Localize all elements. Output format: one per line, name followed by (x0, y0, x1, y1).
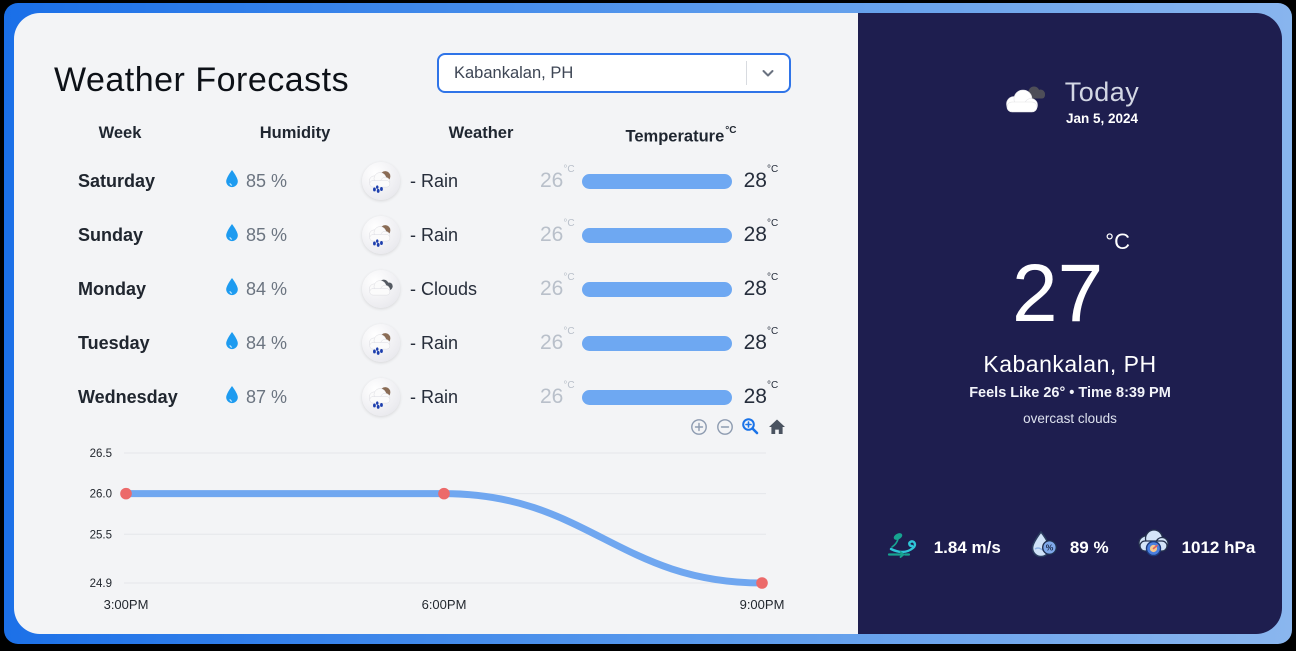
svg-text:26.5: 26.5 (90, 448, 112, 460)
svg-text:26.0: 26.0 (90, 489, 112, 501)
temperature-line-chart[interactable]: 26.5 26.0 25.5 24.9 3:00PM 6:00PM 9:00PM (54, 437, 794, 619)
today-date: Jan 5, 2024 (1065, 111, 1139, 126)
temp-min: 26°C (540, 218, 575, 246)
temp-max: 28°C (743, 218, 779, 246)
temperature-range-bar (581, 389, 732, 405)
column-header-temperature: Temperature°C (625, 125, 737, 146)
temp-min: 26°C (540, 326, 575, 354)
pressure-stat: 1012 hPa (1133, 527, 1256, 568)
reset-home-button[interactable] (767, 417, 786, 436)
svg-text:6:00PM: 6:00PM (422, 597, 467, 612)
temperature-range-bar (581, 173, 732, 189)
table-row: Tuesday 84 % - Rain 26°C (14, 321, 858, 365)
temp-min: 26°C (540, 380, 575, 408)
panel-location: Kabankalan, PH (983, 351, 1157, 377)
day-label: Saturday (78, 170, 156, 191)
wind-value: 1.84 m/s (933, 537, 1001, 557)
wind-icon (885, 527, 925, 568)
svg-text:9:00PM: 9:00PM (740, 597, 785, 612)
humidity-value: 84 % (246, 278, 288, 299)
wind-stat: 1.84 m/s (885, 527, 1001, 568)
droplet-icon (225, 331, 239, 355)
temperature-range-bar (581, 281, 732, 297)
zoom-out-button[interactable] (715, 417, 734, 436)
table-row: Saturday 85 % - Rain 26°C (14, 159, 858, 203)
humidity-stat: % 89 % (1025, 527, 1109, 568)
chevron-down-icon (747, 65, 789, 81)
day-label: Sunday (78, 224, 144, 245)
svg-text:3:00PM: 3:00PM (104, 597, 149, 612)
condition-text: overcast clouds (1023, 411, 1117, 426)
weather-label: - Rain (410, 332, 459, 353)
weather-label: - Rain (410, 170, 459, 191)
humidity-value: 87 % (246, 386, 288, 407)
location-select-value: Kabankalan, PH (454, 63, 574, 82)
weather-label: - Rain (410, 386, 459, 407)
weather-label: - Rain (410, 224, 459, 245)
table-row: Wednesday 87 % - Rain 26°C (14, 375, 858, 419)
clouds-icon (1001, 79, 1051, 124)
humidity-stat-value: 89 % (1069, 537, 1109, 557)
weather-icon (362, 162, 400, 200)
chart-toolbar (689, 417, 786, 436)
zoom-selection-button[interactable] (741, 417, 760, 436)
pressure-value: 1012 hPa (1181, 537, 1256, 557)
weather-icon (362, 270, 400, 308)
svg-text:25.5: 25.5 (90, 529, 112, 541)
day-label: Monday (78, 278, 147, 299)
svg-text:%: % (1046, 543, 1054, 553)
column-header-humidity: Humidity (259, 124, 331, 142)
zoom-in-button[interactable] (689, 417, 708, 436)
column-header-week: Week (98, 124, 142, 142)
weather-icon (362, 216, 400, 254)
location-select[interactable]: Kabankalan, PH (437, 53, 791, 93)
weather-label: - Clouds (410, 278, 478, 299)
temp-max: 28°C (743, 326, 779, 354)
droplet-icon (225, 277, 239, 301)
droplet-icon (225, 223, 239, 247)
humidity-value: 85 % (246, 224, 288, 245)
stats-row: 1.84 m/s % 89 % (858, 527, 1282, 568)
droplet-icon (225, 169, 239, 193)
temperature-range-bar (581, 227, 732, 243)
humidity-value: 85 % (246, 170, 288, 191)
current-temperature: 27°C (1012, 228, 1130, 339)
column-header-weather: Weather (448, 124, 514, 142)
droplet-icon (225, 385, 239, 409)
page-title: Weather Forecasts (54, 61, 350, 99)
select-divider (746, 61, 747, 85)
temp-max: 28°C (743, 164, 779, 192)
temp-max: 28°C (743, 380, 779, 408)
temp-min: 26°C (540, 272, 575, 300)
today-panel: Today Jan 5, 2024 27°C Kabankalan, PH Fe… (858, 13, 1282, 634)
temperature-range-bar (581, 335, 732, 351)
today-header: Today Jan 5, 2024 (858, 77, 1282, 126)
table-row: Monday 84 % - Clouds 26°C (14, 267, 858, 311)
pressure-icon (1133, 527, 1173, 568)
day-label: Tuesday (78, 332, 150, 353)
forecast-card: Weather Forecasts Kabankalan, PH Week Hu… (14, 13, 858, 634)
humidity-icon: % (1025, 527, 1061, 568)
humidity-value: 84 % (246, 332, 288, 353)
temperature-unit-label: °C (725, 125, 737, 136)
table-row: Sunday 85 % - Rain 26°C (14, 213, 858, 257)
temp-max: 28°C (743, 272, 779, 300)
temp-min: 26°C (540, 164, 575, 192)
weather-icon (362, 324, 400, 362)
today-title: Today (1064, 77, 1140, 107)
app-frame: Weather Forecasts Kabankalan, PH Week Hu… (4, 3, 1292, 644)
feels-like-line: Feels Like 26° • Time 8:39 PM (969, 385, 1171, 401)
temperature-chart: 26.5 26.0 25.5 24.9 3:00PM 6:00PM 9:00PM (54, 437, 794, 619)
current-temperature-unit: °C (1105, 228, 1130, 254)
day-label: Wednesday (78, 386, 178, 407)
weather-icon (362, 378, 400, 416)
svg-text:24.9: 24.9 (90, 578, 112, 590)
